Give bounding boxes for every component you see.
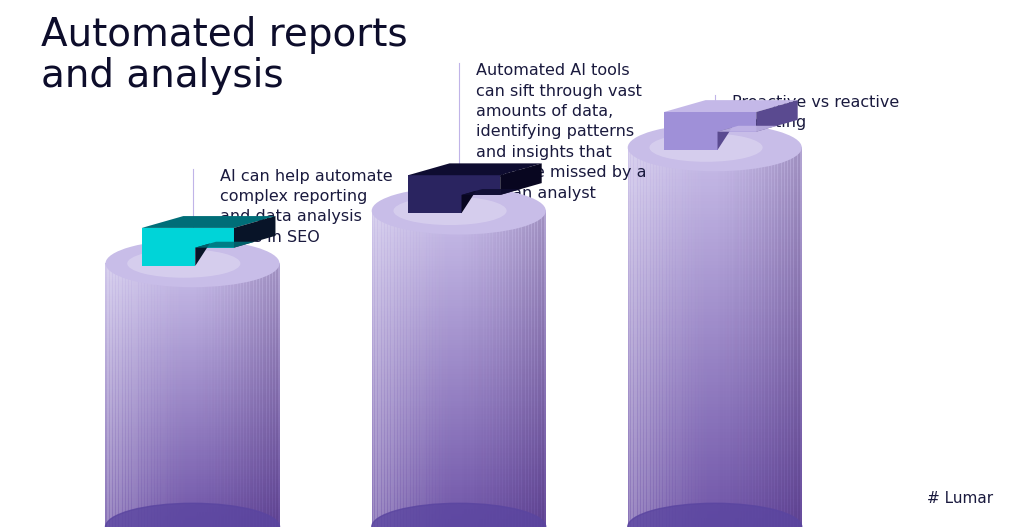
Polygon shape bbox=[462, 191, 476, 213]
Text: AI can help automate
complex reporting
and data analysis
tasks in SEO: AI can help automate complex reporting a… bbox=[220, 169, 393, 245]
Polygon shape bbox=[196, 242, 255, 248]
Polygon shape bbox=[141, 216, 275, 228]
Polygon shape bbox=[408, 175, 501, 213]
Polygon shape bbox=[462, 189, 521, 195]
Ellipse shape bbox=[127, 249, 241, 278]
Polygon shape bbox=[196, 243, 210, 266]
Ellipse shape bbox=[393, 197, 507, 225]
Polygon shape bbox=[718, 128, 732, 150]
Ellipse shape bbox=[649, 133, 763, 162]
Ellipse shape bbox=[628, 503, 802, 527]
Polygon shape bbox=[718, 126, 777, 132]
Polygon shape bbox=[501, 163, 542, 195]
Ellipse shape bbox=[372, 187, 546, 235]
Text: Automated AI tools
can sift through vast
amounts of data,
identifying patterns
a: Automated AI tools can sift through vast… bbox=[476, 63, 647, 201]
Ellipse shape bbox=[105, 503, 280, 527]
Text: # Lumar: # Lumar bbox=[927, 491, 993, 506]
Polygon shape bbox=[141, 228, 233, 266]
Text: Proactive vs reactive
reporting: Proactive vs reactive reporting bbox=[732, 95, 899, 130]
Polygon shape bbox=[233, 216, 275, 248]
Ellipse shape bbox=[372, 503, 546, 527]
Ellipse shape bbox=[105, 240, 280, 287]
Polygon shape bbox=[408, 163, 542, 175]
Text: Automated reports
and analysis: Automated reports and analysis bbox=[41, 16, 408, 95]
Ellipse shape bbox=[628, 124, 802, 171]
Polygon shape bbox=[756, 100, 798, 132]
Polygon shape bbox=[664, 112, 756, 150]
Polygon shape bbox=[664, 100, 798, 112]
